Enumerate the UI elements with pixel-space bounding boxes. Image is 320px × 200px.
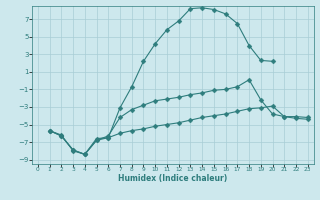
- X-axis label: Humidex (Indice chaleur): Humidex (Indice chaleur): [118, 174, 228, 183]
